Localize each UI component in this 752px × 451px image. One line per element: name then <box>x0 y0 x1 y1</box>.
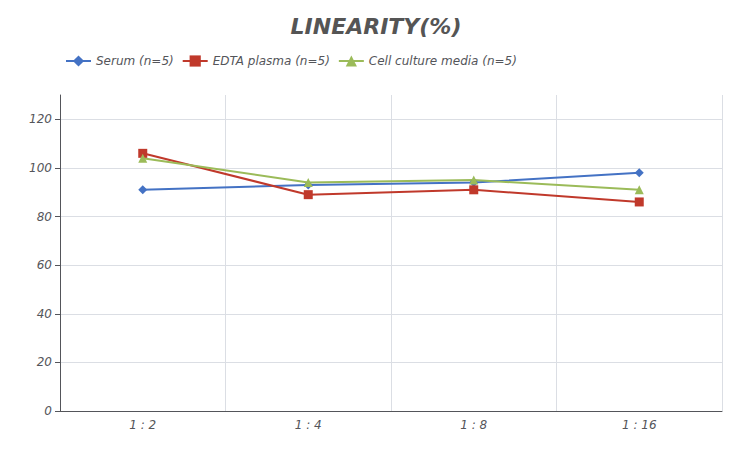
svg-text:40: 40 <box>37 307 53 321</box>
svg-text:80: 80 <box>37 210 53 224</box>
svg-text:1 : 16: 1 : 16 <box>622 418 657 432</box>
svg-text:Cell culture media (n=5): Cell culture media (n=5) <box>369 54 517 68</box>
svg-text:LINEARITY(%): LINEARITY(%) <box>291 14 462 39</box>
svg-text:60: 60 <box>37 258 53 272</box>
svg-text:1 : 2: 1 : 2 <box>129 418 156 432</box>
svg-text:20: 20 <box>37 355 53 369</box>
svg-text:120: 120 <box>29 112 52 126</box>
svg-text:100: 100 <box>29 161 52 175</box>
svg-text:1 : 4: 1 : 4 <box>295 418 322 432</box>
svg-text:Serum (n=5): Serum (n=5) <box>96 54 174 68</box>
svg-text:EDTA plasma (n=5): EDTA plasma (n=5) <box>213 54 330 68</box>
svg-text:0: 0 <box>44 404 52 418</box>
svg-text:1 : 8: 1 : 8 <box>460 418 487 432</box>
